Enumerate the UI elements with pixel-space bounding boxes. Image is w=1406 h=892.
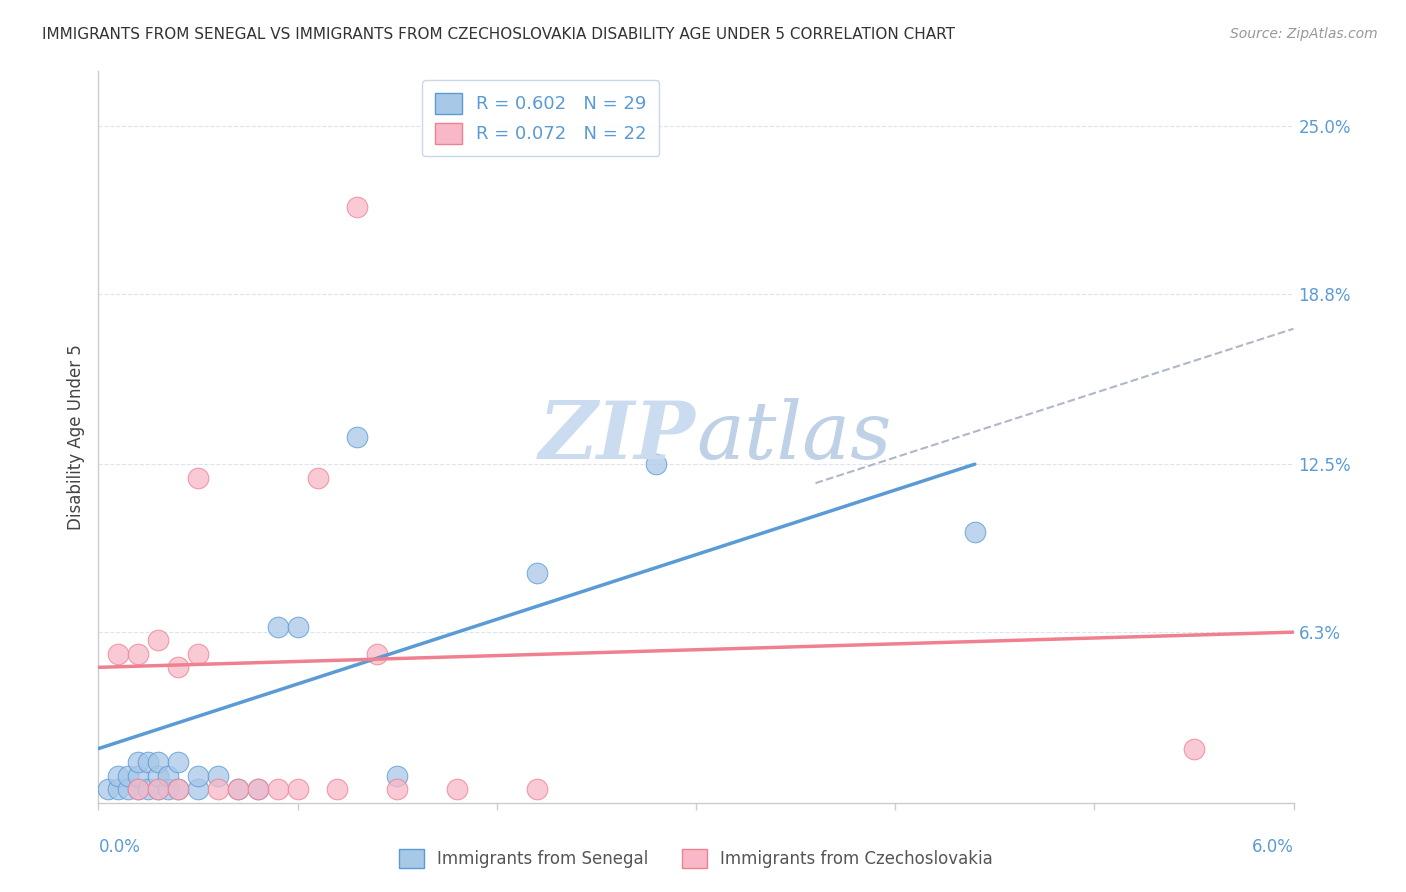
Point [187,769,209,783]
Point [366,647,388,661]
Point [167,782,190,797]
Point [267,782,290,797]
Point [326,782,349,797]
Point [167,755,190,769]
Point [963,524,986,539]
Point [127,782,149,797]
Point [127,647,149,661]
Point [157,782,180,797]
Point [267,620,290,634]
Point [526,566,548,580]
Point [187,471,209,485]
Point [127,769,149,783]
Point [148,755,170,769]
Point [346,430,368,444]
Point [127,755,149,769]
Text: ZIP: ZIP [538,399,696,475]
Point [346,200,368,214]
Point [1182,741,1205,756]
Point [207,782,229,797]
Point [107,647,129,661]
Point [136,782,159,797]
Point [246,782,269,797]
Text: 6.0%: 6.0% [1251,838,1294,856]
Point [117,769,139,783]
Point [148,782,170,797]
Point [645,457,668,471]
Point [107,782,129,797]
Point [157,769,180,783]
Point [307,471,329,485]
Point [246,782,269,797]
Point [187,647,209,661]
Text: atlas: atlas [696,399,891,475]
Legend: Immigrants from Senegal, Immigrants from Czechoslovakia: Immigrants from Senegal, Immigrants from… [392,842,1000,875]
Point [117,782,139,797]
Point [148,782,170,797]
Point [385,769,409,783]
Point [226,782,249,797]
Point [148,769,170,783]
Point [167,782,190,797]
Text: Source: ZipAtlas.com: Source: ZipAtlas.com [1230,27,1378,41]
Y-axis label: Disability Age Under 5: Disability Age Under 5 [66,344,84,530]
Point [226,782,249,797]
Point [127,782,149,797]
Point [207,769,229,783]
Point [97,782,120,797]
Text: 0.0%: 0.0% [98,838,141,856]
Point [136,755,159,769]
Point [107,769,129,783]
Text: IMMIGRANTS FROM SENEGAL VS IMMIGRANTS FROM CZECHOSLOVAKIA DISABILITY AGE UNDER 5: IMMIGRANTS FROM SENEGAL VS IMMIGRANTS FR… [42,27,955,42]
Point [526,782,548,797]
Point [187,782,209,797]
Point [446,782,468,797]
Point [167,660,190,674]
Point [385,782,409,797]
Point [287,782,309,797]
Point [148,633,170,648]
Point [287,620,309,634]
